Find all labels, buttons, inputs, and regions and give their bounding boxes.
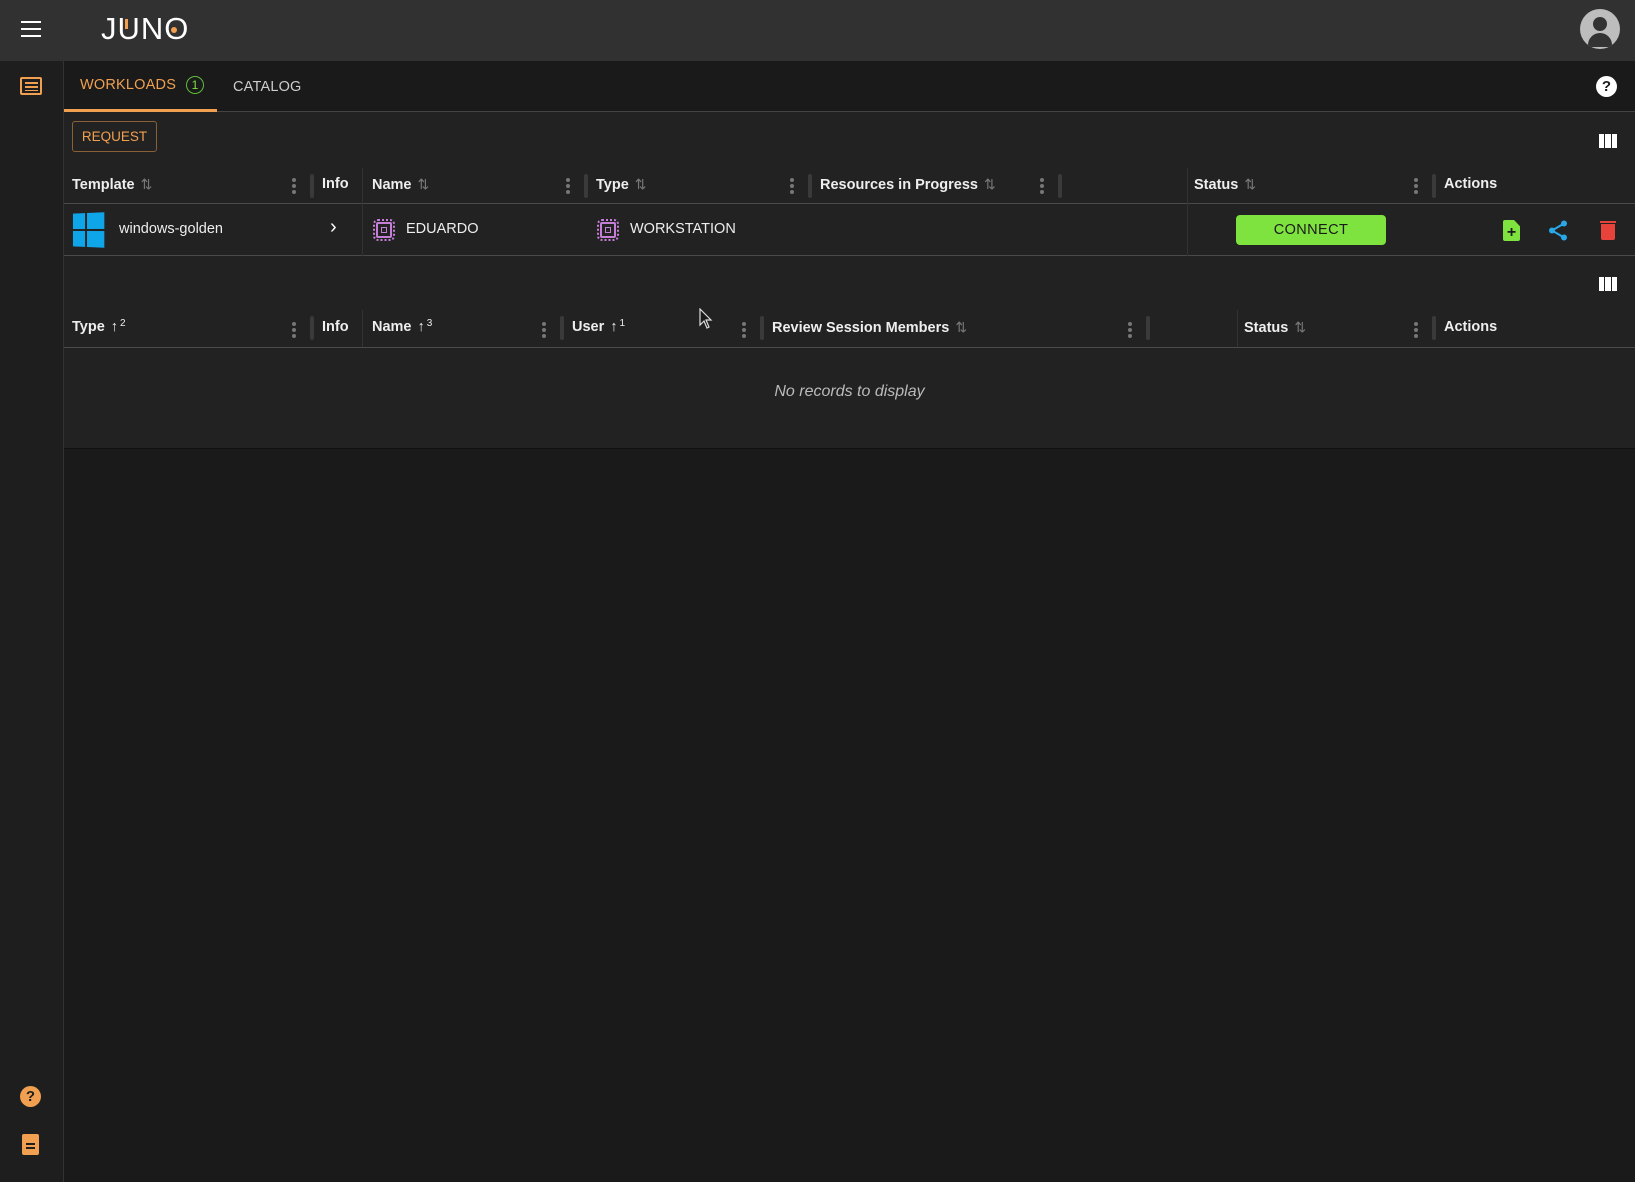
column-menu-icon[interactable] [542,322,546,338]
tab-label: WORKLOADS [80,77,177,93]
windows-icon [72,212,105,248]
sort-icon[interactable]: ⇅ [417,176,430,192]
help-icon[interactable]: ? [1596,76,1617,97]
sort-icon[interactable]: ⇅ [1244,176,1257,192]
column-menu-icon[interactable] [790,178,794,194]
add-file-icon[interactable]: + [1503,220,1520,241]
tab-workloads[interactable]: WORKLOADS 1 [64,61,217,112]
columns-icon[interactable] [1599,277,1617,291]
template-name: windows-golden [119,221,223,237]
column-menu-icon[interactable] [292,178,296,194]
header-name[interactable]: Name ↑ 3 [372,317,433,336]
empty-message: No records to display [774,383,925,400]
sort-icon[interactable]: ⇅ [955,319,968,335]
header-status[interactable]: Status ⇅ [1194,176,1257,193]
workload-name: EDUARDO [406,221,479,237]
menu-icon[interactable] [21,21,41,37]
header-resources[interactable]: Resources in Progress ⇅ [820,176,996,193]
header-template[interactable]: Template ⇅ [72,176,153,193]
chip-icon [597,219,619,241]
header-review-session-members[interactable]: Review Session Members ⇅ [772,319,968,336]
connect-button[interactable]: CONNECT [1236,215,1386,245]
share-icon[interactable] [1548,220,1568,241]
header-info: Info [322,319,349,335]
column-menu-icon[interactable] [1414,178,1418,194]
header-name[interactable]: Name ⇅ [372,176,430,193]
tab-bar: WORKLOADS 1 CATALOG ? [64,61,1635,112]
column-menu-icon[interactable] [1128,322,1132,338]
sort-icon[interactable]: ⇅ [1294,319,1307,335]
sort-icon[interactable]: ⇅ [983,176,996,192]
column-menu-icon[interactable] [566,178,570,194]
sort-asc-icon[interactable]: ↑ [610,319,618,335]
columns-icon[interactable] [1599,134,1617,148]
sort-asc-icon[interactable]: ↑ [417,319,425,335]
document-icon[interactable] [22,1134,39,1155]
juno-logo: JUNO [101,12,201,48]
header-status[interactable]: Status ⇅ [1244,319,1307,336]
mouse-cursor-icon [699,308,713,329]
header-type[interactable]: Type ⇅ [596,176,647,193]
tab-catalog[interactable]: CATALOG [233,61,302,112]
column-menu-icon[interactable] [1040,178,1044,194]
help-icon[interactable]: ? [20,1086,41,1107]
expand-info-chevron-icon[interactable]: › [330,216,337,238]
sort-asc-icon[interactable]: ↑ [110,319,119,335]
request-button[interactable]: REQUEST [72,121,157,152]
header-type[interactable]: Type ↑ 2 [72,317,126,336]
header-actions: Actions [1444,176,1498,192]
logo-accent-dot [171,27,177,33]
header-actions: Actions [1444,319,1498,335]
column-menu-icon[interactable] [1414,322,1418,338]
header-info: Info [322,176,349,192]
tab-label: CATALOG [233,78,302,95]
sidebar: ? [0,61,64,1182]
top-bar: JUNO [0,0,1635,61]
column-menu-icon[interactable] [742,322,746,338]
chip-icon [373,219,395,241]
workload-type: WORKSTATION [630,221,736,237]
sort-icon[interactable]: ⇅ [634,176,647,192]
sort-icon[interactable]: ⇅ [140,176,153,192]
user-avatar[interactable] [1580,9,1620,49]
logo-accent-bar [125,19,128,29]
header-user[interactable]: User ↑ 1 [572,317,626,336]
column-menu-icon[interactable] [292,322,296,338]
delete-icon[interactable] [1600,221,1616,241]
workloads-nav-icon[interactable] [20,77,42,95]
tab-badge: 1 [186,76,205,94]
